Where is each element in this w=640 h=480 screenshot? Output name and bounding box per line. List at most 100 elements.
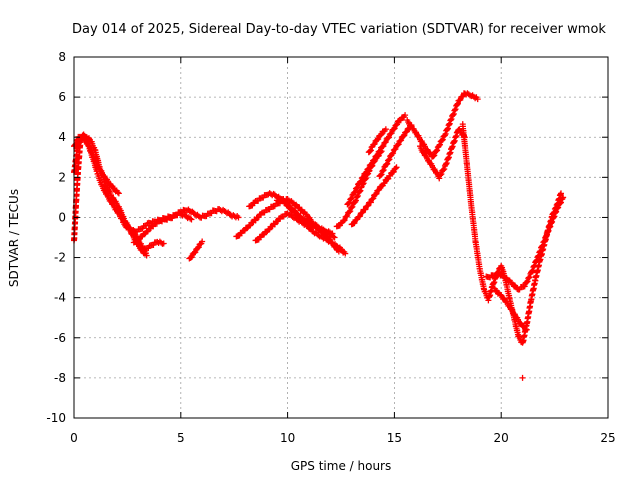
data-point <box>401 132 408 139</box>
data-point <box>380 167 387 174</box>
data-point <box>377 132 384 139</box>
data-point <box>375 136 382 143</box>
data-point <box>392 145 399 152</box>
y-tick-label: 4 <box>58 130 66 144</box>
data-point <box>393 164 400 171</box>
data-point <box>521 283 528 290</box>
data-point <box>352 188 359 195</box>
data-point <box>349 203 356 210</box>
data-point <box>394 121 401 128</box>
data-point <box>371 156 378 163</box>
data-point <box>255 236 262 243</box>
data-point <box>436 141 443 148</box>
data-point <box>252 217 259 224</box>
data-point <box>378 171 385 178</box>
data-point <box>354 184 361 191</box>
axis-ticks: 0 5 10 15 20 25 -10 -8 -6 -4 -2 0 2 4 6 8 <box>46 50 615 445</box>
data-point <box>144 228 151 235</box>
y-tick-label: 6 <box>58 90 66 104</box>
data-point <box>362 206 369 213</box>
data-points <box>71 90 567 381</box>
data-point <box>390 150 397 157</box>
data-point <box>402 112 409 119</box>
data-point <box>559 195 566 202</box>
data-point <box>431 152 438 159</box>
data-point <box>523 326 530 333</box>
data-point <box>255 214 262 221</box>
data-point <box>526 273 533 280</box>
data-point <box>378 131 385 138</box>
x-tick-label: 15 <box>387 431 402 445</box>
data-point <box>370 195 377 202</box>
x-tick-label: 0 <box>70 431 78 445</box>
chart-title: Day 014 of 2025, Sidereal Day-to-day VTE… <box>72 22 606 37</box>
data-point <box>187 215 194 222</box>
data-point <box>160 240 167 247</box>
data-point <box>438 171 445 178</box>
data-point <box>358 178 365 185</box>
data-point <box>391 125 398 132</box>
data-point <box>555 204 562 211</box>
data-point <box>436 175 443 182</box>
data-point <box>348 195 355 202</box>
data-point <box>382 126 389 133</box>
data-point <box>352 198 359 205</box>
y-tick-label: -10 <box>46 411 66 425</box>
data-point <box>331 234 338 241</box>
data-point <box>249 202 256 209</box>
data-point <box>104 192 111 199</box>
data-point <box>386 156 393 163</box>
y-tick-label: 8 <box>58 50 66 64</box>
y-tick-label: -4 <box>54 291 66 305</box>
data-point <box>392 165 399 172</box>
data-point <box>397 117 404 124</box>
data-point <box>522 326 529 333</box>
data-point <box>457 96 464 103</box>
data-point <box>386 134 393 141</box>
data-point <box>441 166 448 173</box>
data-point <box>374 151 381 158</box>
data-point <box>363 169 370 176</box>
data-point <box>369 160 376 167</box>
data-point <box>143 252 150 259</box>
grid-lines <box>74 57 608 418</box>
y-axis-label: SDTVAR / TECUs <box>7 189 21 287</box>
data-point <box>247 222 254 229</box>
data-point <box>188 216 195 223</box>
x-axis-label: GPS time / hours <box>291 459 392 473</box>
data-point <box>115 190 122 197</box>
data-point <box>367 199 374 206</box>
data-point <box>398 137 405 144</box>
x-tick-label: 5 <box>177 431 185 445</box>
data-point <box>395 141 402 148</box>
data-point <box>188 254 195 261</box>
x-tick-label: 10 <box>280 431 295 445</box>
data-point <box>380 143 387 150</box>
data-point <box>199 238 206 245</box>
data-point <box>266 226 273 233</box>
x-tick-label: 25 <box>600 431 615 445</box>
data-point <box>192 249 199 256</box>
data-point <box>560 194 567 201</box>
data-point <box>342 250 349 257</box>
data-point <box>524 278 531 285</box>
data-point <box>390 168 397 175</box>
data-point <box>365 202 372 209</box>
data-point <box>387 173 394 180</box>
data-point <box>439 136 446 143</box>
data-point <box>474 96 481 103</box>
data-point <box>403 128 410 135</box>
data-point <box>139 233 146 240</box>
data-point <box>235 214 242 221</box>
y-tick-label: 0 <box>58 210 66 224</box>
data-point <box>236 232 243 239</box>
data-point <box>241 227 248 234</box>
y-tick-label: -6 <box>54 331 66 345</box>
data-point <box>134 238 141 245</box>
y-tick-label: -8 <box>54 371 66 385</box>
data-point <box>371 140 378 147</box>
data-point <box>336 222 343 229</box>
data-point <box>381 179 388 186</box>
data-point <box>344 212 351 219</box>
